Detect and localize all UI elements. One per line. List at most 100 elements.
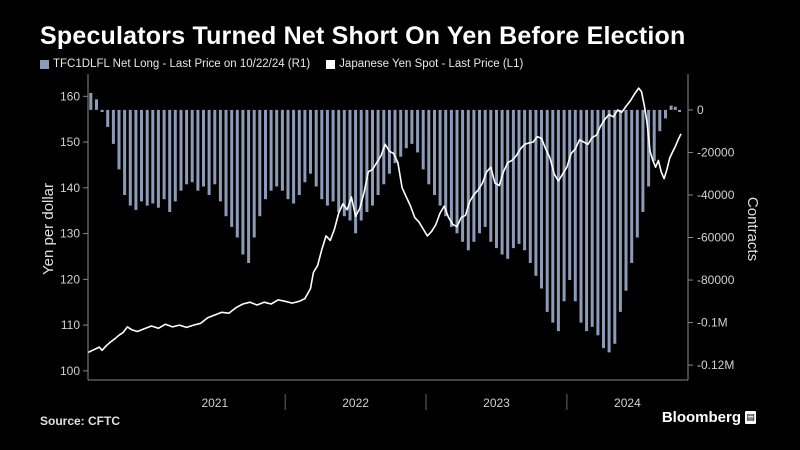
net-long-bar [280, 109, 284, 191]
net-long-bar [410, 109, 414, 144]
net-long-bar [673, 106, 677, 110]
right-tick-label: -0.1M [697, 316, 728, 330]
net-long-bar [500, 109, 504, 255]
net-long-bar [635, 109, 639, 238]
net-long-bar [89, 92, 93, 110]
legend-label-net-long: TFC1DLFL Net Long - Last Price on 10/22/… [53, 58, 311, 70]
net-long-bar [359, 109, 363, 221]
net-long-bar [489, 109, 493, 242]
net-long-bar [387, 109, 391, 174]
source-note: Source: CFTC [40, 414, 121, 428]
net-long-bar [230, 109, 234, 227]
net-long-bar [472, 109, 476, 242]
left-tick-label: 100 [60, 364, 80, 378]
net-long-bar [517, 109, 521, 244]
net-long-bar [258, 109, 262, 217]
net-long-bar [669, 105, 673, 110]
yen-spot-line [87, 87, 682, 354]
net-long-bar [264, 109, 267, 200]
net-long-bar [331, 109, 335, 202]
net-long-bar [365, 109, 369, 212]
net-long-bar [523, 109, 527, 251]
net-long-bar [354, 109, 358, 234]
brand-name: Bloomberg [661, 409, 741, 426]
net-long-bar [235, 109, 239, 238]
net-long-bar [579, 109, 583, 323]
legend-swatch-line [326, 59, 336, 69]
net-long-bar [506, 109, 510, 259]
net-long-bar [433, 109, 436, 195]
net-long-bar [128, 109, 132, 206]
net-long-bar [478, 109, 481, 234]
net-long-bar [297, 109, 301, 195]
net-long-bar [218, 109, 222, 202]
left-tick-label: 120 [60, 272, 80, 286]
net-long-bar [117, 109, 121, 170]
chart-title: Speculators Turned Net Short On Yen Befo… [40, 22, 686, 50]
net-long-bar [545, 109, 549, 312]
net-long-bar [393, 109, 397, 164]
net-long-bar [100, 109, 104, 112]
net-long-bar [455, 109, 459, 234]
net-long-bar [123, 109, 127, 195]
x-tick-label: 2022 [342, 396, 369, 410]
right-tick-label: 0 [697, 103, 704, 117]
left-tick-label: 140 [60, 181, 80, 195]
legend-item-yen-spot: Japanese Yen Spot - Last Price (L1) [326, 58, 523, 70]
net-long-bar [678, 109, 681, 112]
net-long-bar [607, 109, 611, 353]
net-long-bar [337, 109, 341, 212]
net-long-bar [320, 109, 324, 200]
right-axis-title: Contracts [744, 197, 761, 261]
net-long-bar [416, 109, 420, 153]
left-tick-label: 110 [61, 318, 80, 332]
net-long-bar [342, 109, 346, 217]
net-long-bar [596, 109, 600, 336]
net-long-bar [140, 109, 143, 202]
net-long-bar [511, 109, 515, 249]
net-long-bar [376, 109, 380, 195]
net-long-bar [202, 109, 205, 187]
net-long-bar [196, 109, 200, 191]
net-long-bar [309, 109, 312, 174]
left-tick-label: 150 [60, 135, 80, 149]
net-long-bar [449, 109, 453, 227]
net-long-bar [641, 109, 645, 212]
brand-logo: Bloomberg ▤ [662, 409, 756, 426]
net-long-bar [247, 109, 251, 264]
left-axis-title: Yen per dollar [40, 183, 57, 275]
legend: TFC1DLFL Net Long - Last Price on 10/22/… [40, 58, 523, 70]
net-long-bar [111, 109, 115, 144]
net-long-bar [647, 109, 651, 187]
net-long-bar [162, 109, 166, 200]
net-long-bar [438, 109, 442, 206]
net-long-bar [106, 109, 110, 127]
net-long-bar [292, 109, 296, 204]
net-long-bar [618, 109, 622, 312]
net-long-bar [573, 109, 577, 302]
net-long-bar [303, 109, 307, 183]
net-long-bar [213, 109, 217, 185]
net-long-bar [173, 109, 177, 202]
net-long-bar [585, 109, 589, 332]
net-long-bar [95, 99, 98, 110]
net-long-bar [371, 109, 374, 206]
terminal-icon: ▤ [745, 411, 756, 424]
net-long-bar [404, 109, 408, 149]
x-tick-label: 2023 [483, 396, 510, 410]
net-long-bar [664, 109, 667, 119]
net-long-bar [252, 109, 256, 238]
net-long-bar [528, 109, 532, 264]
net-long-bar [427, 109, 431, 185]
legend-item-net-long: TFC1DLFL Net Long - Last Price on 10/22/… [40, 58, 310, 70]
net-long-bar [658, 109, 662, 132]
legend-swatch-bars [40, 59, 49, 69]
net-long-bar [590, 109, 594, 327]
right-tick-label: -20000 [697, 145, 735, 159]
net-long-bar [602, 109, 605, 349]
net-long-bar [466, 109, 470, 251]
net-long-bar [348, 109, 352, 221]
net-long-bar [269, 109, 273, 191]
net-long-bar [399, 109, 403, 157]
